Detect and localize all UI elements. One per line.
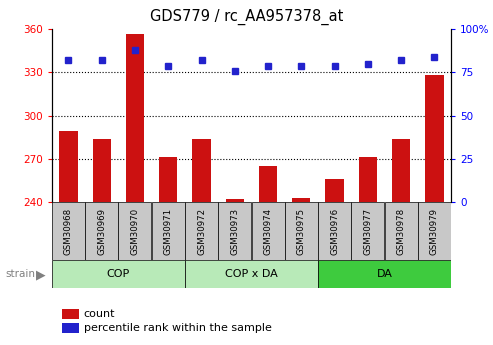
Bar xyxy=(62,323,79,333)
Bar xyxy=(285,202,318,260)
Bar xyxy=(85,202,118,260)
Text: DA: DA xyxy=(377,269,392,279)
Text: ▶: ▶ xyxy=(35,269,45,282)
Text: GSM30972: GSM30972 xyxy=(197,208,206,255)
Text: strain: strain xyxy=(5,269,35,279)
Bar xyxy=(93,139,111,202)
Bar xyxy=(251,202,284,260)
Bar xyxy=(359,157,377,202)
Text: GSM30977: GSM30977 xyxy=(363,208,372,255)
Bar xyxy=(218,202,251,260)
Text: GSM30976: GSM30976 xyxy=(330,208,339,255)
Text: count: count xyxy=(84,309,115,319)
Bar xyxy=(352,202,385,260)
Bar xyxy=(392,139,410,202)
Text: GSM30974: GSM30974 xyxy=(264,208,273,255)
Bar xyxy=(185,260,318,288)
Text: GSM30978: GSM30978 xyxy=(397,208,406,255)
Text: percentile rank within the sample: percentile rank within the sample xyxy=(84,323,272,333)
Text: GSM30970: GSM30970 xyxy=(131,208,140,255)
Bar xyxy=(159,157,177,202)
Text: COP: COP xyxy=(106,269,130,279)
Bar xyxy=(62,309,79,319)
Bar xyxy=(318,202,351,260)
Bar xyxy=(385,202,418,260)
Text: GSM30975: GSM30975 xyxy=(297,208,306,255)
Text: GSM30968: GSM30968 xyxy=(64,208,73,255)
Bar xyxy=(425,75,444,202)
Bar xyxy=(152,202,185,260)
Text: GSM30973: GSM30973 xyxy=(230,208,239,255)
Bar xyxy=(226,199,244,202)
Text: GSM30979: GSM30979 xyxy=(430,208,439,255)
Bar xyxy=(418,202,451,260)
Bar xyxy=(185,202,218,260)
Text: GSM30969: GSM30969 xyxy=(97,208,106,255)
Bar xyxy=(52,260,185,288)
Bar xyxy=(318,260,451,288)
Bar xyxy=(126,33,144,202)
Bar xyxy=(59,131,77,202)
Bar xyxy=(118,202,151,260)
Text: GSM30971: GSM30971 xyxy=(164,208,173,255)
Bar xyxy=(52,202,85,260)
Bar xyxy=(325,179,344,202)
Bar xyxy=(192,139,211,202)
Bar xyxy=(292,197,311,202)
Text: COP x DA: COP x DA xyxy=(225,269,278,279)
Bar xyxy=(259,166,277,202)
Text: GDS779 / rc_AA957378_at: GDS779 / rc_AA957378_at xyxy=(150,9,343,25)
